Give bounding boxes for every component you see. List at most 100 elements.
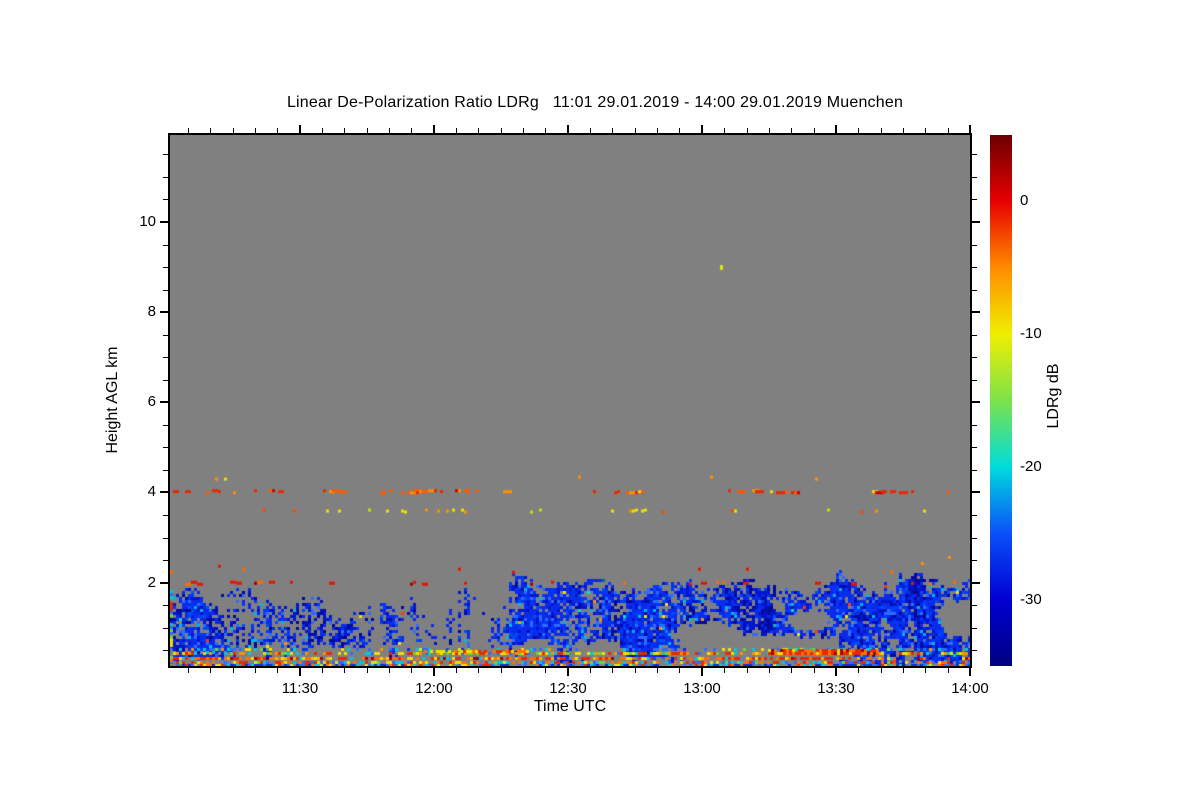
y-minor-tick [163, 335, 168, 336]
x-minor-tick [344, 668, 345, 673]
y-minor-tick [163, 447, 168, 448]
y-minor-tick-right [972, 199, 977, 200]
x-minor-tick [322, 668, 323, 673]
x-minor-tick [277, 668, 278, 673]
x-minor-tick [411, 668, 412, 673]
x-minor-tick-top [367, 128, 368, 133]
y-minor-tick [163, 605, 168, 606]
y-minor-tick [163, 515, 168, 516]
x-minor-tick [679, 668, 680, 673]
x-minor-tick-top [858, 128, 859, 133]
y-major-tick-right [972, 582, 980, 584]
y-minor-tick-right [972, 560, 977, 561]
x-tick-label: 11:30 [281, 680, 319, 697]
heatmap-canvas [170, 135, 970, 666]
x-minor-tick [367, 668, 368, 673]
x-minor-tick [210, 668, 211, 673]
x-minor-tick [925, 668, 926, 673]
y-axis-title: Height AGL km [104, 346, 121, 454]
x-tick-label: 13:30 [817, 680, 855, 697]
x-major-tick-top [433, 125, 435, 133]
x-minor-tick-top [389, 128, 390, 133]
x-minor-tick-top [590, 128, 591, 133]
x-tick-label: 14:00 [951, 680, 989, 697]
x-minor-tick-top [948, 128, 949, 133]
x-major-tick-top [835, 125, 837, 133]
colorbar-tick-label: 0 [1020, 192, 1029, 209]
y-minor-tick [163, 380, 168, 381]
y-major-tick [160, 491, 168, 493]
y-major-tick [160, 401, 168, 403]
y-minor-tick-right [972, 267, 977, 268]
x-minor-tick-top [255, 128, 256, 133]
x-minor-tick-top [523, 128, 524, 133]
y-minor-tick-right [972, 605, 977, 606]
y-minor-tick [163, 267, 168, 268]
x-major-tick [835, 668, 837, 676]
y-major-tick-right [972, 221, 980, 223]
x-minor-tick [545, 668, 546, 673]
y-tick-label: 4 [147, 483, 156, 500]
x-minor-tick-top [657, 128, 658, 133]
y-minor-tick [163, 245, 168, 246]
y-major-tick-right [972, 401, 980, 403]
x-minor-tick [635, 668, 636, 673]
y-minor-tick-right [972, 290, 977, 291]
y-tick-label: 6 [147, 393, 156, 410]
y-minor-tick-right [972, 447, 977, 448]
y-tick-label: 10 [139, 213, 156, 230]
x-minor-tick-top [277, 128, 278, 133]
y-minor-tick [163, 628, 168, 629]
y-minor-tick [163, 177, 168, 178]
plot-title: Linear De-Polarization Ratio LDRg 11:01 … [286, 94, 904, 111]
x-minor-tick-top [545, 128, 546, 133]
x-major-tick [433, 668, 435, 676]
y-minor-tick-right [972, 357, 977, 358]
x-minor-tick [188, 668, 189, 673]
y-minor-tick-right [972, 177, 977, 178]
y-major-tick-right [972, 491, 980, 493]
y-minor-tick [163, 470, 168, 471]
x-minor-tick [612, 668, 613, 673]
x-minor-tick-top [344, 128, 345, 133]
x-minor-tick-top [814, 128, 815, 133]
x-minor-tick-top [747, 128, 748, 133]
y-minor-tick-right [972, 335, 977, 336]
x-minor-tick [590, 668, 591, 673]
x-minor-tick-top [411, 128, 412, 133]
x-minor-tick [814, 668, 815, 673]
x-tick-label: 13:00 [683, 680, 721, 697]
y-tick-label: 2 [147, 574, 156, 591]
y-tick-label: 8 [147, 303, 156, 320]
x-tick-label: 12:00 [415, 680, 453, 697]
y-minor-tick [163, 538, 168, 539]
x-major-tick-top [969, 125, 971, 133]
x-minor-tick-top [233, 128, 234, 133]
y-minor-tick-right [972, 628, 977, 629]
y-major-tick [160, 582, 168, 584]
y-minor-tick-right [972, 470, 977, 471]
x-minor-tick-top [791, 128, 792, 133]
x-minor-tick [791, 668, 792, 673]
y-minor-tick-right [972, 538, 977, 539]
x-minor-tick [255, 668, 256, 673]
y-minor-tick-right [972, 515, 977, 516]
y-minor-tick [163, 154, 168, 155]
x-minor-tick [478, 668, 479, 673]
x-major-tick-top [299, 125, 301, 133]
x-minor-tick [903, 668, 904, 673]
x-minor-tick [523, 668, 524, 673]
x-minor-tick-top [456, 128, 457, 133]
x-minor-tick-top [925, 128, 926, 133]
x-minor-tick [881, 668, 882, 673]
y-major-tick-right [972, 311, 980, 313]
colorbar-tick-label: -10 [1020, 325, 1042, 342]
x-major-tick-top [701, 125, 703, 133]
x-minor-tick [724, 668, 725, 673]
x-minor-tick-top [881, 128, 882, 133]
x-major-tick [701, 668, 703, 676]
x-minor-tick [389, 668, 390, 673]
y-minor-tick-right [972, 380, 977, 381]
y-minor-tick [163, 290, 168, 291]
